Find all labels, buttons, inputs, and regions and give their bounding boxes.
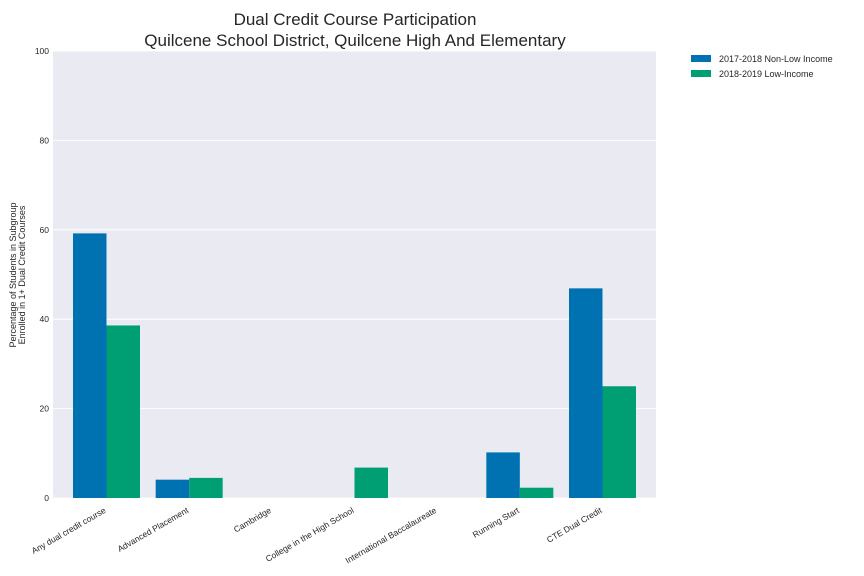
x-tick-labels: Any dual credit course Advanced Placement…: [30, 505, 604, 566]
bar-series-2: [519, 487, 554, 498]
bar-series-1: [486, 452, 520, 498]
bar-series-1: [73, 233, 107, 498]
y-axis-label-line-2: Enrolled in 1+ Dual Credit Courses: [17, 205, 27, 344]
chart-title-line-2: Quilcene School District, Quilcene High …: [144, 31, 566, 50]
legend-label-series-2: 2018-2019 Low-Income: [719, 69, 814, 79]
x-tick-label: CTE Dual Credit: [545, 505, 604, 545]
x-tick-label: Cambridge: [232, 505, 273, 535]
y-axis-label: Percentage of Students in Subgroup Enrol…: [8, 202, 27, 347]
x-tick-label: International Baccalaureate: [344, 505, 439, 566]
y-tick-label: 100: [35, 46, 49, 56]
y-tick-label: 60: [40, 225, 50, 235]
bars: [73, 233, 636, 498]
y-tick-label: 40: [40, 314, 50, 324]
x-tick-label: Any dual credit course: [30, 505, 108, 556]
y-tick-label: 0: [44, 493, 49, 503]
plot-background: [53, 51, 656, 498]
legend-swatch-series-2: [691, 70, 711, 77]
bar-series-1: [155, 479, 190, 498]
y-tick-labels: 0 20 40 60 80 100: [35, 46, 49, 503]
bar-series-2: [354, 467, 388, 498]
x-tick-label: College in the High School: [264, 505, 356, 564]
chart-title-line-1: Dual Credit Course Participation: [234, 10, 477, 29]
gridlines: [53, 50, 656, 499]
legend-swatch-series-1: [691, 55, 711, 62]
y-axis-label-line-1: Percentage of Students in Subgroup: [8, 202, 18, 347]
bar-series-1: [569, 288, 603, 498]
x-tick-label: Advanced Placement: [116, 505, 191, 554]
y-tick-label: 20: [40, 404, 50, 414]
bar-series-2: [106, 325, 140, 498]
bar-series-2: [602, 386, 636, 498]
legend-label-series-1: 2017-2018 Non-Low Income: [719, 54, 833, 64]
x-tick-label: Running Start: [471, 505, 522, 540]
legend: 2017-2018 Non-Low Income 2018-2019 Low-I…: [691, 54, 833, 79]
bar-series-2: [189, 477, 223, 498]
y-tick-label: 80: [40, 135, 50, 145]
